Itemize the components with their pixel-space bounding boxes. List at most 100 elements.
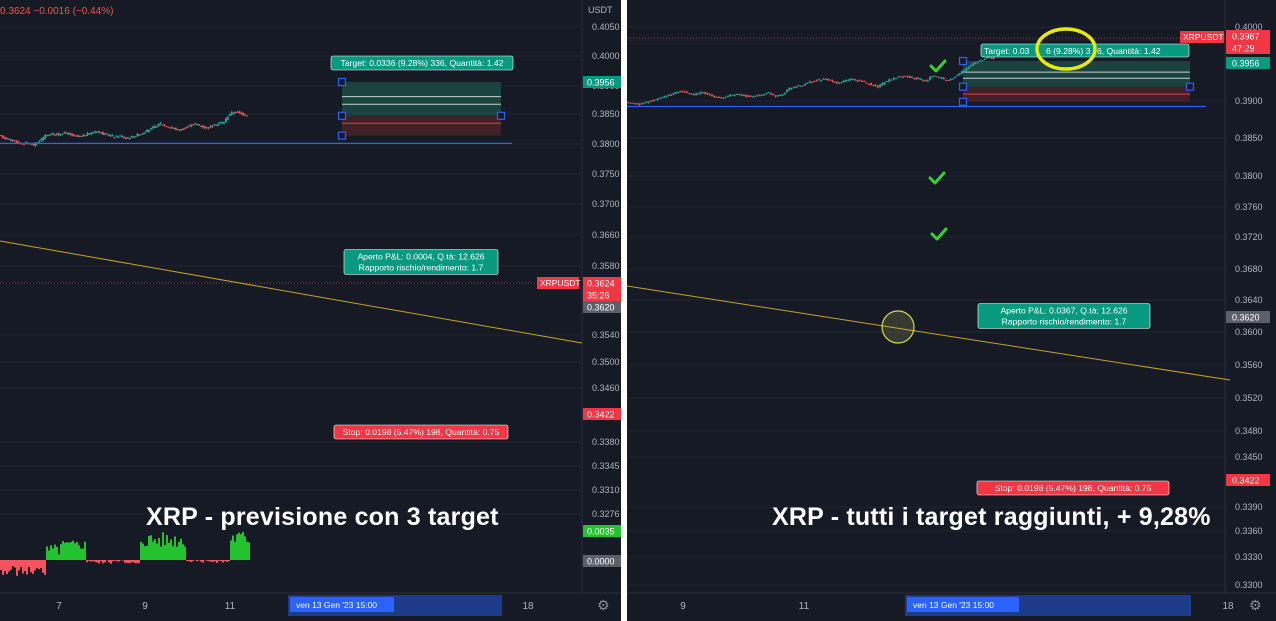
- candle: [7, 138, 10, 140]
- price-tag-current-bg: [1226, 30, 1270, 42]
- candle: [988, 57, 991, 59]
- pnl-label: Aperto P&L: 0.0367, Q.tà: 12.626: [1000, 306, 1127, 316]
- position-handle: [337, 131, 347, 140]
- candle: [747, 95, 750, 97]
- x-tick-label: 9: [142, 601, 148, 612]
- candle: [51, 133, 54, 135]
- candle: [96, 131, 99, 133]
- macd-bar: [158, 538, 160, 560]
- macd-bar: [24, 560, 26, 572]
- candle: [883, 82, 886, 85]
- candle: [142, 133, 145, 135]
- candle: [629, 102, 632, 104]
- touch-point-circle: [881, 310, 915, 344]
- candle: [173, 128, 176, 130]
- candle: [174, 128, 177, 130]
- chart-panel-left: 0.3624 −0.0016 (−0.44%) USDT 0.4050 0.400…: [0, 0, 621, 621]
- macd-bar: [6, 560, 8, 575]
- candlestick-chart-right[interactable]: 0.40000.39500.39000.38500.38000.37600.37…: [627, 0, 1276, 621]
- candle: [176, 129, 179, 131]
- profit-zone: [342, 82, 501, 116]
- candle: [123, 136, 126, 138]
- candle: [763, 94, 766, 96]
- cursor-label: ven 13 Gen '23 15:00: [296, 600, 377, 610]
- macd-bar: [172, 546, 174, 560]
- candle: [756, 94, 759, 96]
- candle: [638, 103, 641, 105]
- candle: [219, 122, 222, 124]
- candle: [44, 134, 47, 139]
- candle: [1, 135, 4, 138]
- candle: [965, 67, 968, 71]
- candle: [23, 143, 26, 145]
- candle: [781, 94, 784, 96]
- macd-bar: [146, 545, 148, 560]
- macd-bar: [60, 544, 62, 560]
- symbol-tag: XRPUSDT: [540, 278, 581, 288]
- candle: [811, 82, 813, 84]
- candle: [76, 135, 79, 137]
- macd-bar: [212, 560, 214, 563]
- macd-bar: [62, 540, 64, 560]
- price-tag-indicator-zero-bg: [583, 555, 621, 567]
- candle: [128, 138, 131, 140]
- candle: [833, 82, 836, 84]
- macd-bar: [22, 560, 24, 574]
- candle: [872, 85, 875, 87]
- macd-bar: [170, 539, 172, 560]
- caption-left: XRP - previsione con 3 target: [146, 503, 499, 531]
- settings-gear-icon[interactable]: ⚙: [597, 598, 610, 614]
- candle: [633, 103, 636, 105]
- candle: [226, 117, 229, 120]
- settings-gear-icon[interactable]: ⚙: [1249, 598, 1262, 614]
- candle: [774, 95, 777, 97]
- candle: [651, 100, 654, 102]
- macd-bar: [238, 532, 240, 560]
- y-tick-label: 0.4000: [592, 51, 620, 61]
- macd-bar: [2, 560, 4, 575]
- candle: [149, 128, 152, 130]
- macd-bar: [12, 560, 14, 567]
- macd-bar: [202, 560, 204, 563]
- candle: [130, 136, 133, 138]
- macd-bar: [50, 545, 52, 560]
- candle: [138, 134, 141, 136]
- macd-bar: [96, 560, 98, 563]
- candle: [799, 85, 802, 87]
- candle: [236, 111, 239, 113]
- macd-bar: [162, 532, 164, 560]
- candle: [679, 91, 682, 93]
- macd-bar: [126, 560, 128, 563]
- price-tag-indicator-bg: [583, 525, 621, 537]
- candle: [765, 92, 768, 94]
- candle: [9, 139, 12, 141]
- position-handle: [337, 111, 347, 120]
- candle: [146, 129, 149, 133]
- macd-bar: [54, 544, 56, 560]
- macd-bar: [206, 560, 208, 561]
- candlestick-chart-left[interactable]: 0.40500.40000.39000.38500.38000.37500.37…: [0, 0, 621, 621]
- macd-bar: [166, 535, 168, 560]
- macd-bar: [26, 560, 28, 575]
- candle: [80, 135, 83, 137]
- pnl-label-box: [977, 303, 1151, 329]
- candle: [182, 128, 185, 130]
- candle: [692, 94, 695, 96]
- macd-bar: [192, 560, 194, 562]
- price-tag-current: 0.3624: [587, 279, 615, 289]
- candle: [792, 86, 795, 88]
- candle: [983, 58, 986, 60]
- macd-bar: [64, 542, 66, 560]
- position-handle: [958, 56, 968, 66]
- candle: [649, 100, 652, 102]
- candle: [897, 76, 900, 78]
- candle: [808, 81, 811, 83]
- candle: [842, 80, 845, 83]
- position-handle: [496, 111, 506, 120]
- candle: [913, 78, 916, 80]
- candle: [992, 57, 995, 59]
- candle: [111, 135, 114, 137]
- macd-bar: [180, 538, 182, 560]
- candle: [238, 111, 241, 113]
- candle: [856, 80, 859, 82]
